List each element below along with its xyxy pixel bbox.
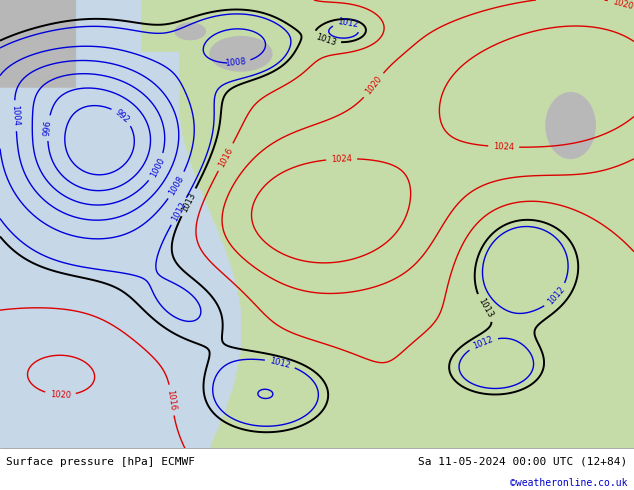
Text: 1012: 1012 [546,285,567,307]
Text: 996: 996 [43,120,53,136]
Text: 1013: 1013 [314,32,337,48]
Text: 1012: 1012 [472,335,495,351]
Text: 1020: 1020 [364,74,384,97]
Text: 1013: 1013 [179,191,197,214]
Text: Sa 11-05-2024 00:00 UTC (12+84): Sa 11-05-2024 00:00 UTC (12+84) [418,457,628,466]
Text: 992: 992 [113,108,131,125]
Text: 1020: 1020 [612,0,634,11]
Text: 1013: 1013 [476,296,494,319]
Ellipse shape [174,23,206,40]
Text: 1012: 1012 [337,18,359,30]
Text: 1004: 1004 [10,105,20,126]
Text: 1016: 1016 [217,146,235,169]
Text: Surface pressure [hPa] ECMWF: Surface pressure [hPa] ECMWF [6,457,195,466]
Text: 1020: 1020 [49,390,71,400]
Ellipse shape [6,40,70,76]
Text: 1012: 1012 [269,356,292,370]
Text: 1008: 1008 [224,57,246,69]
Text: 1012: 1012 [170,200,188,222]
Text: 1024: 1024 [493,142,514,152]
Text: ©weatheronline.co.uk: ©weatheronline.co.uk [510,477,628,488]
Ellipse shape [545,92,596,159]
Text: 1016: 1016 [165,389,178,411]
Text: 1008: 1008 [167,174,186,197]
Text: 1024: 1024 [331,154,353,164]
Text: 1000: 1000 [148,156,166,179]
Ellipse shape [209,36,273,72]
